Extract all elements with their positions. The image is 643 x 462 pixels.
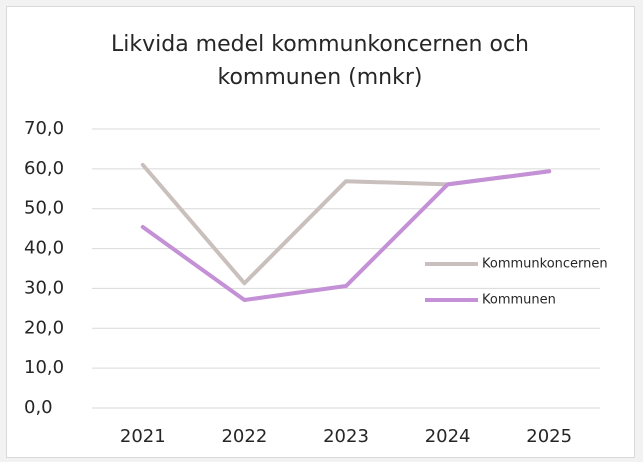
chart-title: Likvida medel kommunkoncernen och kommun… <box>111 32 529 90</box>
y-tick-label: 70,0 <box>24 118 64 139</box>
y-tick-label: 40,0 <box>24 238 64 259</box>
x-tick-label: 2024 <box>425 426 471 447</box>
y-tick-label: 10,0 <box>24 357 64 378</box>
y-tick-label: 20,0 <box>24 317 64 338</box>
y-tick-label: 50,0 <box>24 198 64 219</box>
x-tick-label: 2021 <box>120 426 166 447</box>
y-tick-label: 30,0 <box>24 277 64 298</box>
x-tick-label: 2025 <box>526 426 572 447</box>
x-tick-label: 2023 <box>323 426 369 447</box>
legend-label: Kommunkoncernen <box>482 257 608 272</box>
y-tick-label: 60,0 <box>24 158 64 179</box>
x-tick-label: 2022 <box>221 426 267 447</box>
legend-label: Kommunen <box>482 293 556 308</box>
chart-frame <box>6 6 635 458</box>
y-tick-label: 0,0 <box>24 397 53 418</box>
line-series <box>140 169 552 302</box>
